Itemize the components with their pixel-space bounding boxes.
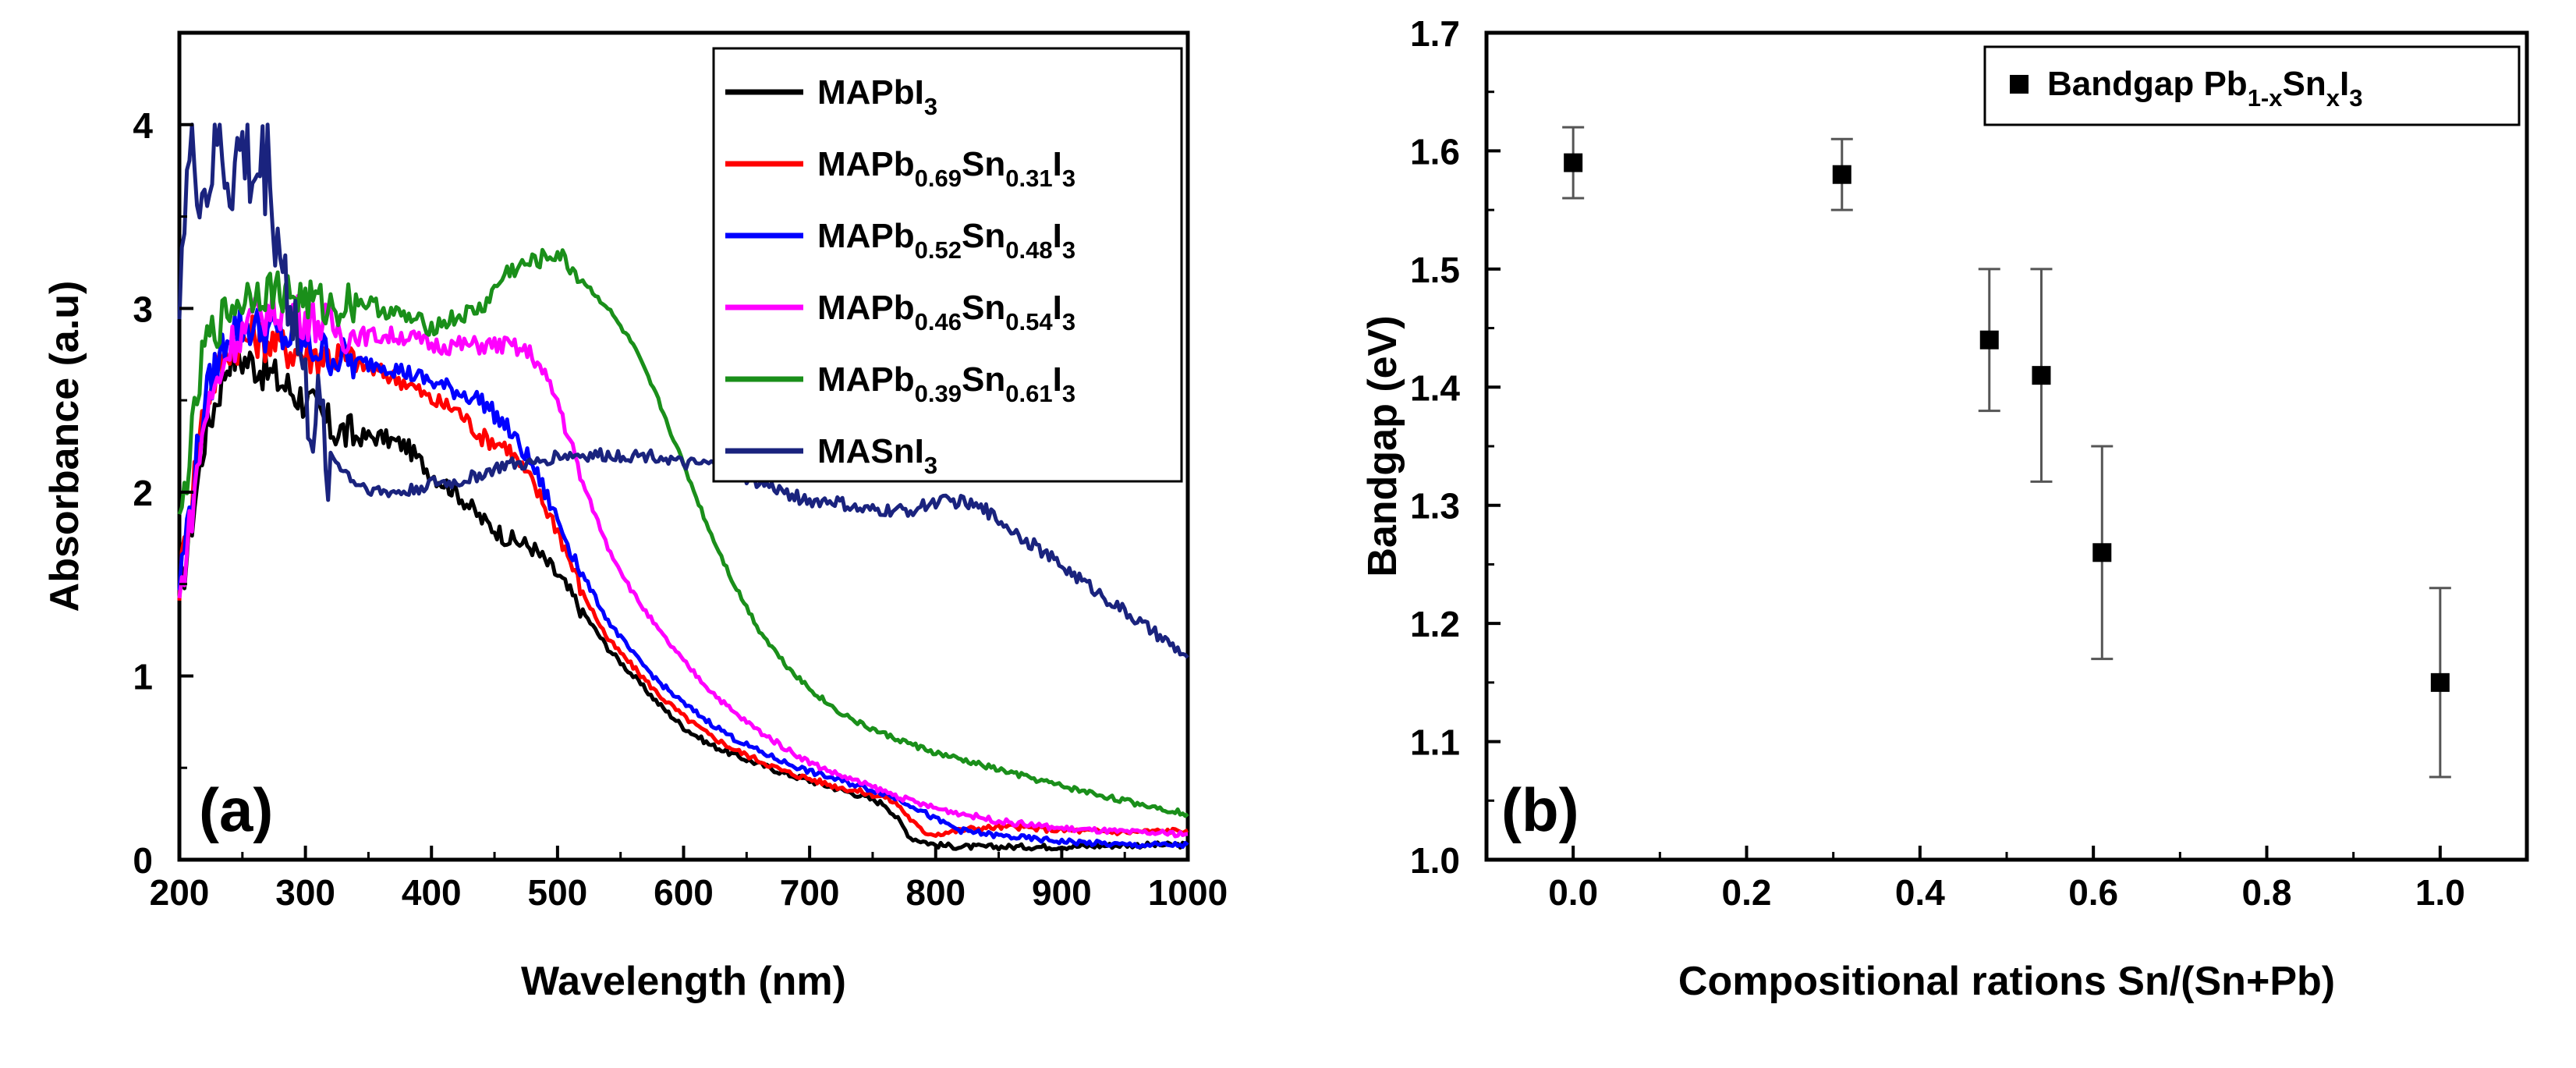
- data-point: [1832, 165, 1851, 184]
- label-text: Sn: [962, 217, 1005, 255]
- y-axis-label: Absorbance (a.u): [42, 281, 87, 612]
- x-tick-label: 200: [150, 872, 210, 913]
- label-text: Sn: [2283, 65, 2326, 103]
- x-tick-label: 0.8: [2242, 872, 2292, 913]
- label-text: MASnI: [817, 432, 924, 470]
- label-subscript: 0.61: [1005, 380, 1052, 407]
- label-subscript: 0.69: [915, 165, 962, 192]
- x-tick-label: 700: [780, 872, 840, 913]
- label-subscript: 3: [1062, 380, 1075, 407]
- x-tick-label: 500: [528, 872, 588, 913]
- label-text: MAPb: [817, 289, 915, 327]
- y-tick-label: 1.1: [1410, 722, 1460, 763]
- label-text: Sn: [962, 360, 1005, 399]
- label-subscript: 0.52: [915, 236, 962, 264]
- legend: MAPbI3MAPb0.69Sn0.31I3MAPb0.52Sn0.48I3MA…: [712, 47, 1183, 483]
- x-tick-label: 0.2: [1722, 872, 1772, 913]
- x-tick-label: 0.0: [1548, 872, 1598, 913]
- y-axis-label: Bandgap (eV): [1360, 315, 1405, 577]
- legend-entry-label: MAPb0.52Sn0.48I3: [817, 217, 1075, 264]
- x-tick-label: 0.4: [1895, 872, 1945, 913]
- panel-b-bandgap-chart: 0.0 0.2 0.4 0.6 0.8 1.0 1.0 1.1 1.2 1.3 1.4 1.5 1.6 1…: [1360, 13, 2529, 1004]
- x-tick-label: 300: [275, 872, 335, 913]
- series-line-MAPb0.46Sn0.54I3: [177, 288, 1189, 839]
- label-subscript: 0.48: [1005, 236, 1052, 264]
- label-text: MAPbI: [817, 73, 924, 112]
- legend-box: [712, 47, 1183, 483]
- plot-frame: [1484, 30, 2529, 862]
- legend-box: [1983, 45, 2521, 126]
- label-text: I: [1053, 360, 1062, 399]
- x-tick-label: 400: [402, 872, 462, 913]
- x-tick-label: 1.0: [2415, 872, 2465, 913]
- series-line-MAPb0.52Sn0.48I3: [177, 307, 1189, 850]
- y-tick-label: 1.0: [1410, 840, 1460, 881]
- y-tick-label: 1.2: [1410, 604, 1460, 644]
- label-text: Bandgap Pb: [2047, 65, 2248, 103]
- label-subscript: 3: [1062, 308, 1075, 335]
- label-subscript: x: [2326, 84, 2340, 112]
- panel-a-absorbance-chart: 200 300 400 500 600 700 800 900 1000 0 1 2 3 4 Wavelen…: [42, 30, 1228, 1004]
- y-tick-label: 1.7: [1410, 13, 1460, 54]
- label-text: I: [1053, 145, 1062, 183]
- data-point: [1979, 330, 1999, 349]
- label-subscript: 3: [2349, 84, 2362, 112]
- x-tick-label: 1000: [1148, 872, 1228, 913]
- y-tick-label: 4: [133, 105, 153, 146]
- legend-entry-label: MAPbI3: [817, 73, 937, 120]
- data-point: [2430, 672, 2450, 692]
- x-tick-label: 800: [905, 872, 966, 913]
- data-point: [2032, 366, 2051, 385]
- y-tick-label: 1.6: [1410, 131, 1460, 172]
- y-tick-label: 1.5: [1410, 250, 1460, 290]
- label-text: I: [1053, 289, 1062, 327]
- data-point: [1564, 153, 1583, 172]
- label-text: I: [2340, 65, 2349, 103]
- y-tick-label: 0: [133, 840, 153, 881]
- legend: Bandgap Pb1-xSnxI3: [1983, 45, 2521, 126]
- label-subscript: 3: [924, 93, 937, 120]
- legend-entry-label: Bandgap Pb1-xSnxI3: [2047, 65, 2362, 112]
- legend-entry-label: MAPb0.69Sn0.31I3: [817, 145, 1075, 192]
- label-subscript: 3: [924, 452, 937, 479]
- label-subscript: 3: [1062, 236, 1075, 264]
- legend-marker: [2010, 75, 2029, 94]
- panel-label-a: (a): [199, 775, 273, 844]
- y-tick-label: 1.4: [1410, 367, 1460, 408]
- series-line-MAPbI3: [177, 336, 1189, 852]
- label-subscript: 1-x: [2248, 84, 2284, 112]
- label-text: MAPb: [817, 360, 915, 399]
- legend-entry-label: MASnI3: [817, 432, 937, 479]
- y-tick-label: 1: [133, 656, 153, 697]
- label-text: MAPb: [817, 145, 915, 183]
- x-tick-label: 600: [654, 872, 714, 913]
- label-subscript: 3: [1062, 165, 1075, 192]
- label-text: MAPb: [817, 217, 915, 255]
- x-tick-label: 900: [1032, 872, 1092, 913]
- panel-label-b: (b): [1501, 775, 1579, 844]
- legend-entry-label: MAPb0.46Sn0.54I3: [817, 289, 1075, 335]
- y-tick-label: 3: [133, 289, 153, 329]
- x-axis-label: Compositional rations Sn/(Sn+Pb): [1678, 959, 2335, 1004]
- label-subscript: 0.39: [915, 380, 962, 407]
- label-subscript: 0.31: [1005, 165, 1052, 192]
- label-subscript: 0.54: [1005, 308, 1053, 335]
- legend-entry-label: MAPb0.39Sn0.61I3: [817, 360, 1075, 407]
- label-text: I: [1053, 217, 1062, 255]
- label-subscript: 0.46: [915, 308, 962, 335]
- label-text: Sn: [962, 145, 1005, 183]
- y-tick-label: 1.3: [1410, 486, 1460, 527]
- x-tick-label: 0.6: [2068, 872, 2118, 913]
- y-tick-label: 2: [133, 473, 153, 513]
- data-point: [2092, 543, 2112, 562]
- label-text: Sn: [962, 289, 1005, 327]
- x-axis-label: Wavelength (nm): [521, 959, 846, 1004]
- series-line-MASnI3: [177, 122, 1189, 659]
